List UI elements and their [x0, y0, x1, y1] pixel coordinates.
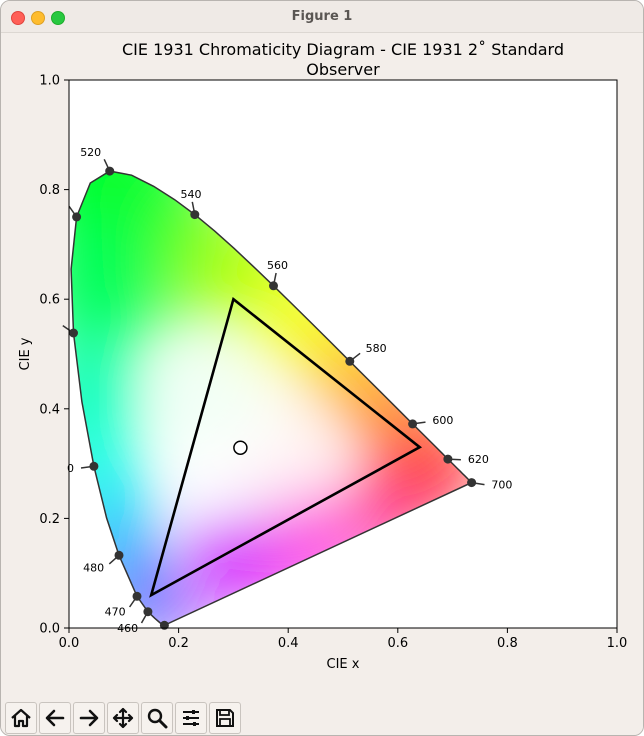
color-blob-8	[71, 343, 141, 453]
wavelength-point-9	[345, 356, 355, 366]
chart-title-line2: Observer	[306, 60, 380, 79]
x-tick-label-3: 0.6	[387, 636, 408, 651]
wavelength-point-5	[72, 212, 82, 222]
y-tick-label-5: 1.0	[39, 74, 60, 89]
y-tick-label-0: 0.0	[39, 622, 60, 637]
sliders-icon	[183, 710, 199, 726]
back-button[interactable]	[39, 702, 71, 734]
wavelength-label-3: 0	[67, 462, 74, 475]
wavelength-point-11	[443, 454, 453, 464]
gamut-triangle	[149, 296, 423, 598]
wavelength-label-2: 480	[83, 562, 104, 575]
x-tick-label-0: 0.0	[59, 636, 80, 651]
pan-button[interactable]	[107, 702, 139, 734]
wavelength-label-12: 700	[491, 479, 512, 492]
wavelength-point-1	[132, 591, 142, 601]
wavelength-label-7: 540	[181, 188, 202, 201]
y-tick-label-3: 0.6	[39, 293, 60, 308]
wavelength-label-9: 580	[366, 342, 387, 355]
wavelength-point-6	[105, 166, 115, 176]
x-tick-label-2: 0.4	[278, 636, 299, 651]
minimize-window-button[interactable]	[31, 11, 45, 25]
y-tick-label-4: 0.8	[39, 183, 60, 198]
axes-frame	[68, 79, 618, 629]
wavelength-point-4	[69, 328, 78, 338]
x-axis-label: CIE x	[327, 657, 360, 672]
arrow-left-icon	[45, 709, 65, 727]
wavelength-point-10	[408, 419, 418, 429]
forward-button[interactable]	[73, 702, 105, 734]
home-button[interactable]	[5, 702, 37, 734]
maximize-window-button[interactable]	[51, 11, 65, 25]
wavelength-label-1: 470	[105, 606, 126, 619]
plot-area: 460 470 480 0 520 540 560 580 600 620 700 0.0 0.2 0.…	[1, 33, 643, 699]
color-blob-2	[71, 222, 163, 354]
arrow-right-icon	[79, 709, 99, 727]
wavelength-label-10: 600	[432, 414, 453, 427]
y-tick-label-2: 0.4	[39, 402, 60, 417]
configure-subplots-button[interactable]	[175, 702, 207, 734]
navigation-toolbar	[1, 699, 643, 735]
color-blob-17	[173, 359, 250, 437]
wavelength-label-0: 460	[117, 622, 138, 635]
y-axis-label: CIE y	[18, 337, 33, 370]
wavelength-label-8: 560	[267, 259, 288, 272]
wavelength-label-6: 520	[80, 146, 101, 159]
color-blob-18	[255, 430, 322, 497]
wavelength-point-2	[114, 550, 124, 560]
wavelength-label-11: 620	[468, 453, 489, 466]
close-window-button[interactable]	[11, 11, 25, 25]
x-tick-label-4: 0.8	[497, 636, 518, 651]
axis-ticks: 0.0 0.2 0.4 0.6 0.8 1.0 0.0 0.2 0.4 0.6 0.8 1.0	[39, 74, 627, 652]
move-icon	[112, 707, 134, 729]
wavelength-point-0	[143, 607, 153, 617]
x-tick-label-1: 0.2	[168, 636, 189, 651]
wavelength-point-8	[269, 281, 278, 291]
whitepoint-marker	[233, 440, 248, 455]
save-button[interactable]	[209, 702, 241, 734]
y-tick-label-1: 0.2	[39, 512, 60, 527]
floppy-icon	[216, 709, 234, 727]
zoom-button[interactable]	[141, 702, 173, 734]
wavelength-point-3	[89, 461, 99, 471]
magnifier-icon	[147, 708, 168, 729]
window-title: Figure 1	[291, 9, 353, 24]
wavelength-point-12	[467, 478, 477, 488]
x-tick-label-5: 1.0	[607, 636, 628, 651]
chart-title-line1: CIE 1931 Chromaticity Diagram - CIE 1931…	[122, 40, 564, 59]
wavelength-point-7	[190, 210, 200, 220]
title-bar: Figure 1	[1, 1, 643, 33]
home-icon	[11, 708, 31, 728]
